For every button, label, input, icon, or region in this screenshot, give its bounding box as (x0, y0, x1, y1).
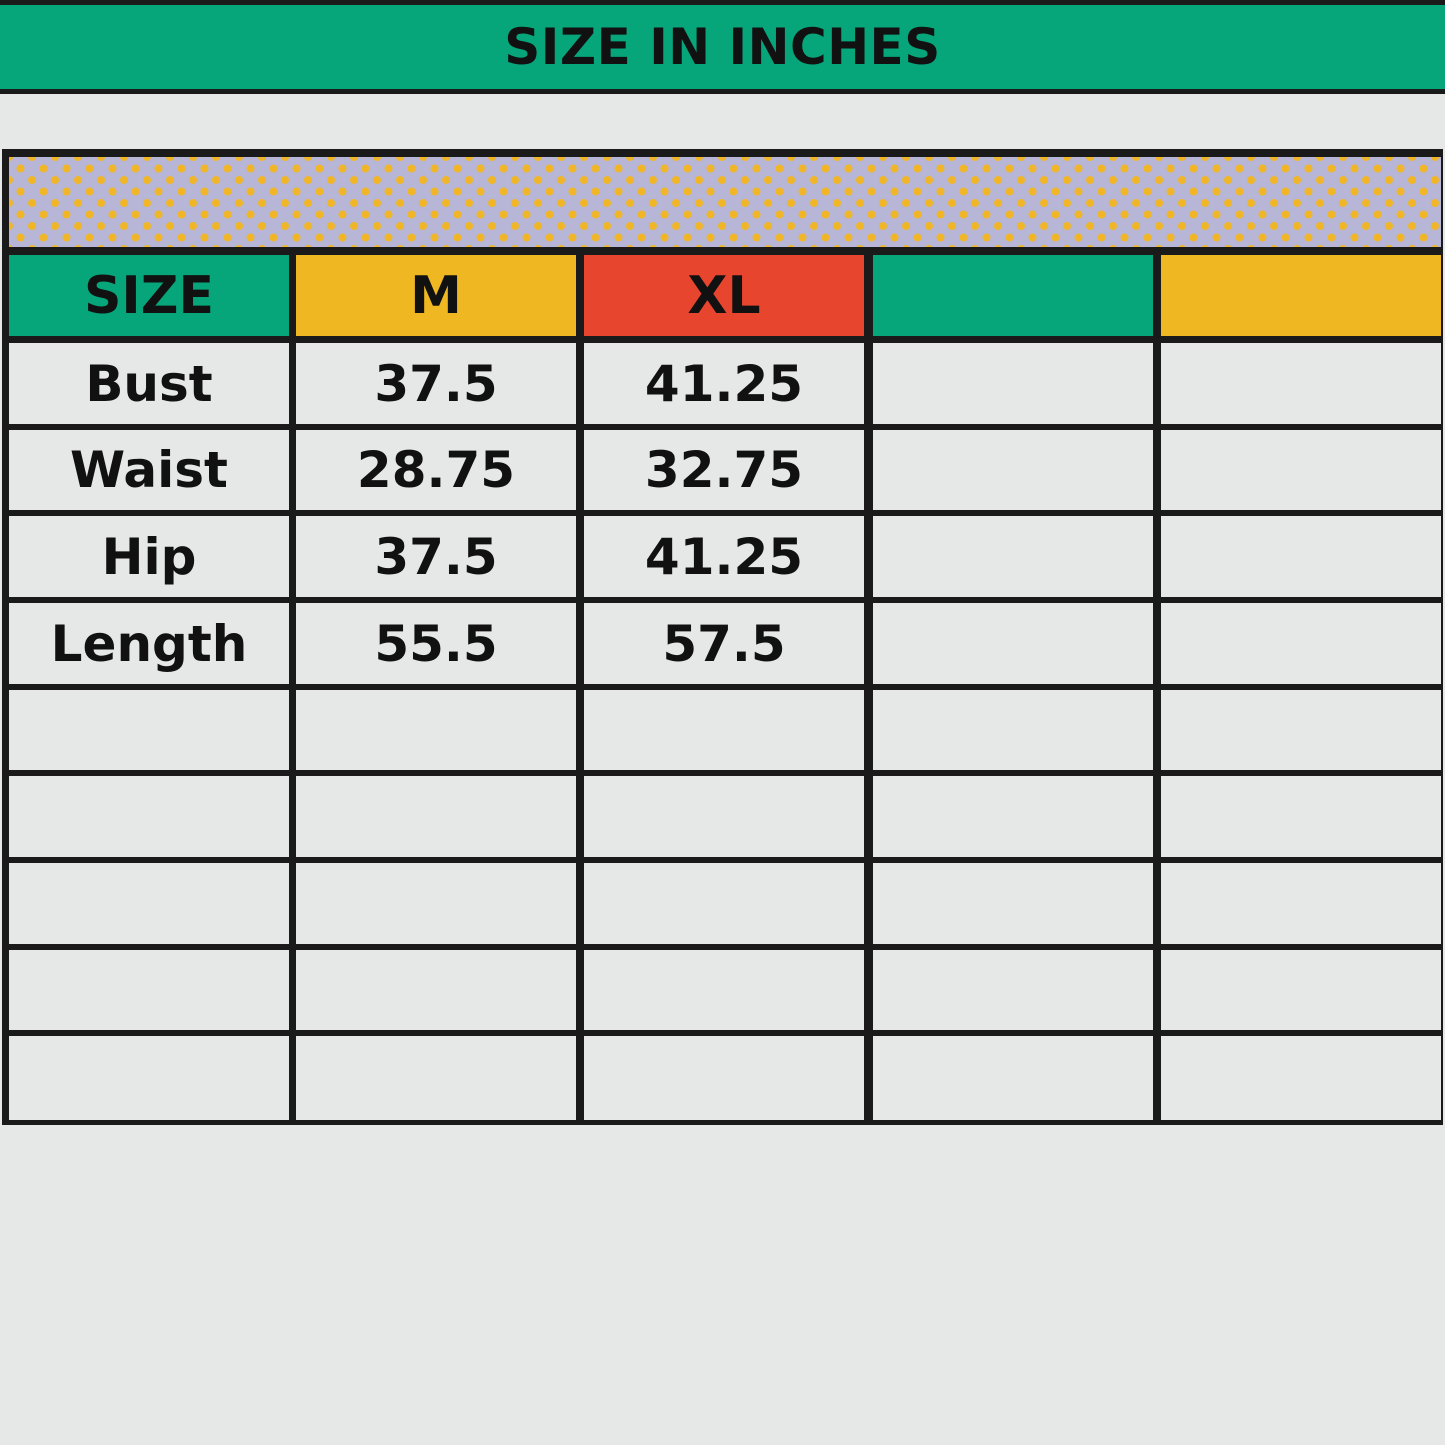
value-cell (873, 950, 1153, 1030)
value-cell: 37.5 (296, 343, 576, 424)
value-cell: 41.25 (584, 516, 864, 597)
title-bar: SIZE IN INCHES (0, 0, 1445, 94)
value-cell (873, 690, 1153, 770)
value-cell (1161, 950, 1441, 1030)
value-cell: 57.5 (584, 603, 864, 684)
value-cell (296, 863, 576, 944)
value-cell (873, 430, 1153, 510)
row-label-cell: Bust (9, 343, 289, 424)
value-cell (1161, 1036, 1441, 1120)
header-cell: SIZE (9, 255, 289, 336)
value-cell (873, 863, 1153, 944)
value-cell (1161, 690, 1441, 770)
row-label-cell (9, 950, 289, 1030)
header-cell (873, 255, 1153, 336)
value-cell (873, 603, 1153, 684)
value-cell: 28.75 (296, 430, 576, 510)
value-cell: 41.25 (584, 343, 864, 424)
value-cell (1161, 430, 1441, 510)
value-cell (1161, 776, 1441, 857)
header-cell (1161, 255, 1441, 336)
value-cell (296, 1036, 576, 1120)
value-cell (873, 343, 1153, 424)
value-cell (873, 516, 1153, 597)
row-label-cell (9, 776, 289, 857)
row-label-cell (9, 1036, 289, 1120)
header-cell: XL (584, 255, 864, 336)
value-cell (1161, 863, 1441, 944)
value-cell (584, 690, 864, 770)
row-label-cell (9, 690, 289, 770)
value-cell (296, 950, 576, 1030)
row-label-cell (9, 863, 289, 944)
value-cell (873, 1036, 1153, 1120)
value-cell (584, 863, 864, 944)
value-cell (1161, 603, 1441, 684)
value-cell (1161, 343, 1441, 424)
header-cell: M (296, 255, 576, 336)
value-cell: 37.5 (296, 516, 576, 597)
value-cell: 55.5 (296, 603, 576, 684)
value-cell (873, 776, 1153, 857)
value-cell: 32.75 (584, 430, 864, 510)
decorative-dotted-band (9, 157, 1441, 247)
page-title: SIZE IN INCHES (504, 18, 941, 76)
value-cell (296, 690, 576, 770)
row-label-cell: Length (9, 603, 289, 684)
value-cell (584, 950, 864, 1030)
row-label-cell: Hip (9, 516, 289, 597)
value-cell (1161, 516, 1441, 597)
row-label-cell: Waist (9, 430, 289, 510)
value-cell (584, 1036, 864, 1120)
value-cell (296, 776, 576, 857)
value-cell (584, 776, 864, 857)
